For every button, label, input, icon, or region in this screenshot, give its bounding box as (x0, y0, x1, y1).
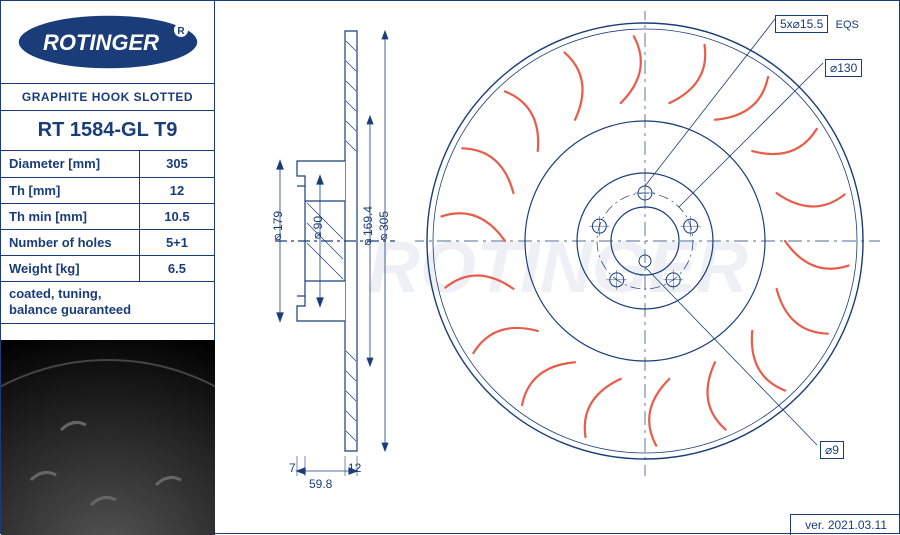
dim-d-hub: ⌀179 (271, 211, 285, 245)
drawing-area: ROTINGER (215, 1, 900, 535)
table-row: Th [mm]12 (1, 177, 214, 203)
callout-center-hole: ⌀9 (820, 441, 844, 459)
dim-th: 12 (348, 461, 361, 475)
product-type: GRAPHITE HOOK SLOTTED (1, 83, 214, 111)
notes: coated, tuning, balance guaranteed (1, 282, 214, 325)
callout-bolt-pattern: 5x⌀15.5 EQS (775, 17, 859, 31)
table-row: Diameter [mm]305 (1, 151, 214, 177)
brand-logo: ROTINGER R (1, 1, 214, 83)
version-label: ver. 2021.03.11 (790, 514, 900, 535)
spec-table: Diameter [mm]305 Th [mm]12 Th min [mm]10… (1, 151, 214, 282)
product-photo (1, 340, 215, 535)
dim-d-inner2: ⌀90 (311, 216, 325, 243)
svg-text:R: R (177, 26, 185, 37)
front-view-drawing (415, 11, 895, 511)
dim-width: 59.8 (309, 477, 332, 491)
side-dim-extra (365, 1, 405, 535)
part-number: RT 1584-GL T9 (1, 111, 214, 151)
dim-flange: 7 (289, 461, 296, 475)
callout-bolt-circle: ⌀130 (825, 59, 862, 77)
sidebar: ROTINGER R GRAPHITE HOOK SLOTTED RT 1584… (1, 1, 215, 535)
logo-text: ROTINGER (42, 30, 158, 55)
table-row: Number of holes5+1 (1, 229, 214, 255)
table-row: Weight [kg]6.5 (1, 255, 214, 281)
table-row: Th min [mm]10.5 (1, 203, 214, 229)
